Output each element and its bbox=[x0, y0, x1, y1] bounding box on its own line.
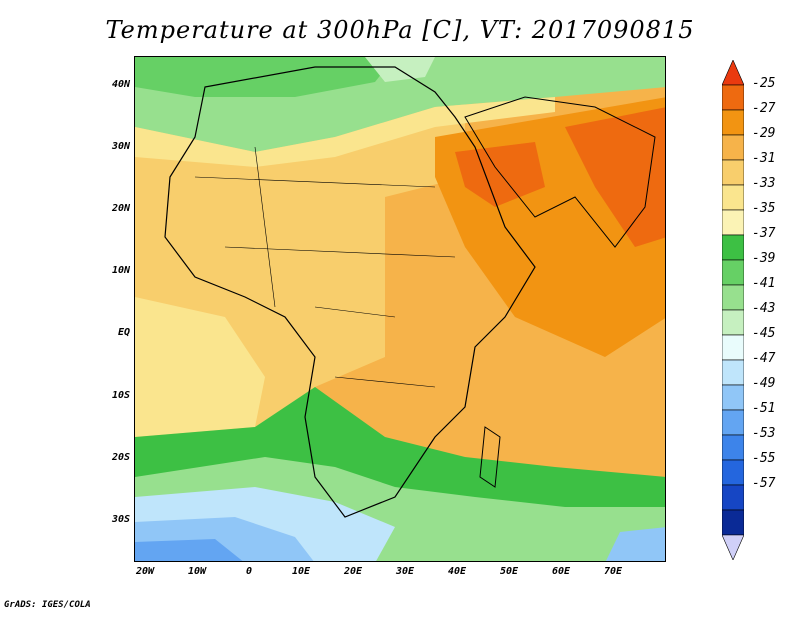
lat-label: 30S bbox=[111, 514, 130, 525]
colorbar-swatch bbox=[722, 234, 744, 261]
lon-label: 30E bbox=[395, 566, 415, 577]
colorbar-label: -53 bbox=[752, 426, 776, 441]
africa-coastline bbox=[164, 66, 536, 518]
colorbar-label: -39 bbox=[752, 251, 776, 266]
colorbar-swatch bbox=[722, 434, 744, 461]
lon-label: 0 bbox=[245, 566, 253, 577]
colorbar-swatch bbox=[722, 184, 744, 211]
lon-label: 10W bbox=[187, 566, 207, 577]
colorbar-label: -27 bbox=[752, 101, 776, 116]
colorbar-swatch bbox=[722, 409, 744, 436]
madagascar-coastline bbox=[479, 426, 501, 488]
colorbar bbox=[722, 60, 744, 560]
field-zone-47 bbox=[135, 539, 243, 561]
colorbar-swatch bbox=[722, 334, 744, 361]
colorbar-swatch bbox=[722, 309, 744, 336]
colorbar-swatch bbox=[722, 134, 744, 161]
field-zone-27-arabia bbox=[455, 142, 545, 207]
colorbar-swatch bbox=[722, 84, 744, 111]
credit-text: GrADS: IGES/COLA bbox=[4, 600, 91, 610]
colorbar-swatch bbox=[722, 209, 744, 236]
field-zone-35-north bbox=[135, 97, 555, 167]
lat-label: 20N bbox=[111, 203, 130, 214]
colorbar-swatch bbox=[722, 259, 744, 286]
colorbar-swatch bbox=[722, 359, 744, 386]
temperature-field bbox=[135, 57, 665, 561]
lat-label: 20S bbox=[111, 452, 130, 463]
colorbar-label: -31 bbox=[752, 151, 776, 166]
colorbar-label: -41 bbox=[752, 276, 776, 291]
colorbar-swatch bbox=[722, 459, 744, 486]
lat-label: 10S bbox=[111, 390, 130, 401]
colorbar-swatch bbox=[722, 159, 744, 186]
map-title: Temperature at 300hPa [C], VT: 201709081… bbox=[105, 16, 695, 44]
lon-label: 10E bbox=[291, 566, 311, 577]
lon-label: 70E bbox=[603, 566, 623, 577]
colorbar-swatch bbox=[722, 534, 744, 560]
lat-label: EQ bbox=[117, 327, 130, 338]
colorbar-swatch bbox=[722, 484, 744, 511]
lat-label: 30N bbox=[111, 141, 130, 152]
field-zone-27-india bbox=[565, 107, 665, 247]
colorbar-label: -55 bbox=[752, 451, 776, 466]
field-zone-45-east bbox=[605, 527, 665, 561]
lat-label: 10N bbox=[111, 265, 130, 276]
colorbar-label: -43 bbox=[752, 301, 776, 316]
country-borders bbox=[194, 146, 456, 388]
field-zone-35-west bbox=[135, 297, 265, 437]
lon-label: 20E bbox=[343, 566, 363, 577]
lon-label: 50E bbox=[499, 566, 519, 577]
colorbar-label: -33 bbox=[752, 176, 776, 191]
colorbar-label: -57 bbox=[752, 476, 776, 491]
colorbar-label: -37 bbox=[752, 226, 776, 241]
lon-label: 20W bbox=[135, 566, 155, 577]
colorbar-label: -47 bbox=[752, 351, 776, 366]
colorbar-label: -49 bbox=[752, 376, 776, 391]
colorbar-label: -51 bbox=[752, 401, 776, 416]
map-frame bbox=[134, 56, 666, 562]
colorbar-label: -29 bbox=[752, 126, 776, 141]
lon-label: 40E bbox=[447, 566, 467, 577]
colorbar-label: -25 bbox=[752, 76, 776, 91]
colorbar-swatch bbox=[722, 509, 744, 536]
colorbar-label: -45 bbox=[752, 326, 776, 341]
colorbar-swatch bbox=[722, 284, 744, 311]
colorbar-label: -35 bbox=[752, 201, 776, 216]
colorbar-swatch bbox=[722, 60, 744, 86]
asia-coastline bbox=[464, 96, 656, 248]
colorbar-swatch bbox=[722, 109, 744, 136]
colorbar-swatch bbox=[722, 384, 744, 411]
lon-label: 60E bbox=[551, 566, 571, 577]
lat-label: 40N bbox=[111, 79, 130, 90]
